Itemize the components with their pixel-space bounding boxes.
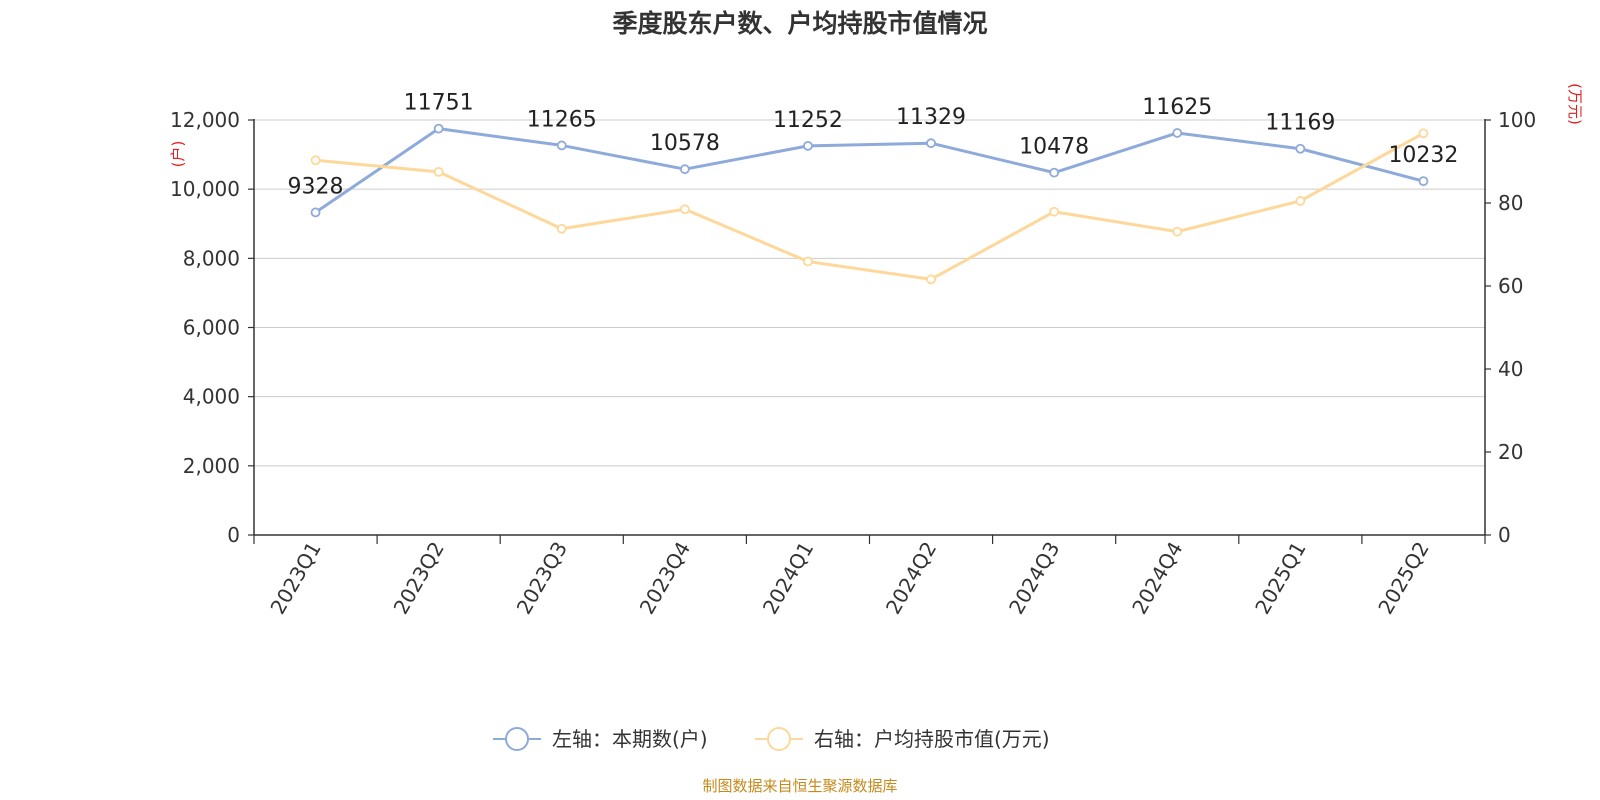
x-tick-label: 2024Q3 bbox=[1004, 538, 1064, 619]
point-right bbox=[1049, 206, 1060, 217]
point-right bbox=[803, 256, 813, 267]
data-label: 11265 bbox=[527, 107, 597, 132]
point-right bbox=[679, 204, 690, 215]
left-tick-label: 0 bbox=[227, 523, 240, 547]
data-label: 11252 bbox=[773, 108, 843, 133]
legend-marker-icon bbox=[505, 727, 529, 751]
legend-marker-icon bbox=[767, 727, 791, 751]
left-axis-unit: (户) bbox=[169, 141, 187, 168]
series-line-left bbox=[314, 127, 1424, 214]
point-left bbox=[310, 207, 321, 218]
x-tick-label: 2025Q2 bbox=[1373, 538, 1433, 619]
series-line-right bbox=[315, 131, 1425, 281]
right-tick-label: 20 bbox=[1498, 440, 1523, 464]
point-right bbox=[310, 155, 321, 166]
chart-title: 季度股东户数、户均持股市值情况 bbox=[612, 9, 987, 38]
right-tick-label: 0 bbox=[1498, 523, 1511, 547]
data-label: 10232 bbox=[1388, 143, 1458, 168]
series-lines bbox=[310, 123, 1429, 285]
point-left bbox=[1418, 176, 1429, 187]
right-tick-label: 60 bbox=[1498, 274, 1523, 298]
point-left bbox=[556, 140, 567, 151]
legend: 左轴：本期数(户) 右轴：户均持股市值(万元) bbox=[493, 727, 1050, 751]
point-right bbox=[433, 166, 444, 177]
legend-item-left[interactable]: 左轴：本期数(户) bbox=[493, 727, 708, 751]
data-label: 9328 bbox=[288, 174, 344, 199]
left-tick-label: 10,000 bbox=[170, 177, 240, 201]
data-label: 11625 bbox=[1142, 95, 1212, 120]
right-tick-label: 40 bbox=[1498, 357, 1523, 381]
point-right bbox=[926, 274, 936, 285]
legend-label-left: 左轴：本期数(户) bbox=[552, 727, 708, 751]
right-tick-label: 100 bbox=[1498, 108, 1536, 132]
x-tick-label: 2023Q3 bbox=[512, 538, 572, 619]
data-source-note: 制图数据来自恒生聚源数据库 bbox=[702, 777, 898, 795]
data-label: 11329 bbox=[896, 105, 966, 130]
point-left bbox=[1295, 143, 1306, 154]
right-tick-label: 80 bbox=[1498, 191, 1523, 215]
x-tick-label: 2024Q2 bbox=[881, 538, 941, 619]
point-right bbox=[1418, 128, 1429, 139]
x-tick-label: 2023Q4 bbox=[635, 538, 695, 619]
point-left bbox=[1049, 167, 1060, 178]
left-tick-label: 2,000 bbox=[183, 454, 240, 478]
left-tick-label: 6,000 bbox=[183, 316, 240, 340]
legend-label-right: 右轴：户均持股市值(万元) bbox=[814, 727, 1050, 751]
grid bbox=[254, 119, 1485, 467]
point-right bbox=[1172, 226, 1183, 237]
x-tick-label: 2025Q1 bbox=[1250, 538, 1310, 619]
point-left bbox=[803, 140, 813, 151]
x-tick-label: 2024Q1 bbox=[758, 538, 818, 619]
point-right bbox=[1295, 196, 1306, 206]
data-label: 10478 bbox=[1019, 135, 1089, 160]
point-left bbox=[679, 164, 690, 175]
x-tick-label: 2024Q4 bbox=[1127, 538, 1187, 619]
data-label: 10578 bbox=[650, 131, 720, 156]
point-left bbox=[1172, 128, 1183, 138]
left-tick-label: 8,000 bbox=[183, 246, 240, 270]
data-labels: 9328 11751 11265 10578 11252 11329 10478 11625 1… bbox=[288, 91, 1459, 200]
x-tick-label: 2023Q2 bbox=[389, 538, 449, 619]
data-label: 11169 bbox=[1265, 111, 1335, 136]
x-tick-label: 2023Q1 bbox=[265, 538, 325, 619]
right-axis-unit: (万元) bbox=[1566, 83, 1584, 125]
point-right bbox=[556, 223, 567, 234]
legend-item-right[interactable]: 右轴：户均持股市值(万元) bbox=[755, 727, 1050, 751]
left-tick-label: 4,000 bbox=[183, 385, 240, 409]
left-tick-label: 12,000 bbox=[170, 108, 240, 132]
point-left bbox=[926, 138, 936, 149]
data-label: 11751 bbox=[404, 91, 474, 116]
point-left bbox=[433, 123, 444, 134]
